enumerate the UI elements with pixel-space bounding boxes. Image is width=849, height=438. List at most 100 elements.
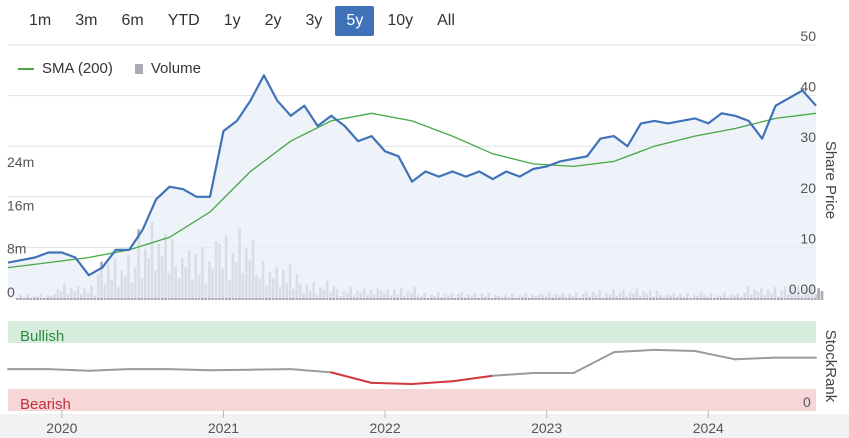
price-tick-label: 40 (800, 79, 816, 95)
volume-bar (49, 296, 53, 300)
range-button-3m[interactable]: 3m (64, 6, 108, 36)
volume-bar (675, 297, 679, 300)
volume-bar (588, 296, 591, 300)
price-tick-label: 50 (800, 28, 816, 44)
volume-tick-label: 16m (7, 197, 34, 213)
stockrank-segment (330, 371, 373, 384)
volume-bar (713, 297, 716, 300)
range-button-2y[interactable]: 2y (254, 6, 293, 36)
time-axis-label: 2022 (369, 420, 400, 436)
time-axis-label: 2024 (693, 420, 724, 436)
stockrank-segment (734, 356, 777, 361)
volume-bar (16, 297, 19, 300)
volume-bar (739, 297, 743, 300)
volume-bar (484, 296, 487, 300)
volume-bar (706, 296, 709, 300)
volume-tick-label: 24m (7, 154, 34, 170)
volume-bar (477, 297, 480, 300)
volume-bar (662, 297, 666, 300)
volume-bar (689, 297, 692, 300)
price-area-fill (8, 75, 816, 299)
volume-bar (817, 288, 820, 300)
volume-bar (29, 298, 33, 300)
rank-axis-tick: 0 (803, 394, 811, 410)
volume-bar (22, 297, 26, 300)
volume-bar (521, 296, 524, 300)
stockrank-segment (411, 380, 454, 385)
price-tick-label: 0.00 (789, 281, 816, 297)
volume-bar (463, 297, 467, 300)
volume-axis: 0 8m 16m 24m (7, 154, 34, 300)
volume-bar (726, 297, 729, 300)
bullish-label: Bullish (20, 328, 64, 345)
volume-bar (500, 297, 504, 300)
range-button-all[interactable]: All (426, 6, 466, 36)
volume-legend-label[interactable]: Volume (150, 60, 201, 77)
volume-bar (339, 296, 342, 300)
volume-bar (426, 297, 430, 300)
stockrank-segment (168, 368, 211, 372)
price-line[interactable] (7, 74, 817, 277)
volume-tick-label: 8m (7, 241, 26, 257)
time-axis-label: 2021 (208, 420, 239, 436)
volume-bar (514, 298, 517, 300)
stockrank-segment (653, 348, 696, 352)
stockrank-segment (491, 372, 535, 377)
price-axis: 0.00 10 20 30 40 50 (789, 28, 816, 297)
volume-bar (625, 296, 628, 300)
time-axis: 2020 2021 2022 2023 2024 (0, 410, 849, 438)
volume-bar (490, 297, 494, 300)
sma-legend-label[interactable]: SMA (200) (42, 60, 113, 77)
price-tick-label: 20 (800, 180, 816, 196)
volume-bar (43, 297, 46, 300)
rank-axis-title: StockRank (822, 330, 839, 403)
stockrank-segment (613, 348, 656, 354)
volume-bar (527, 297, 531, 300)
range-selector: 1m 3m 6m YTD 1y 2y 3y 5y 10y All (18, 6, 466, 36)
volume-bar (551, 296, 554, 300)
bullish-band (8, 321, 816, 343)
price-tick-label: 30 (800, 129, 816, 145)
volume-legend-swatch (134, 63, 143, 74)
volume-bar (601, 297, 605, 300)
range-button-6m[interactable]: 6m (110, 6, 154, 36)
volume-bar (36, 296, 39, 300)
sma-line (7, 112, 817, 269)
stockrank-segment (249, 368, 292, 371)
range-button-1y[interactable]: 1y (213, 6, 252, 36)
price-tick-label: 10 (800, 230, 816, 246)
stockrank-segment (693, 350, 737, 361)
volume-bar (615, 296, 618, 300)
volume-bar (682, 296, 686, 300)
range-button-1m[interactable]: 1m (18, 6, 62, 36)
volume-bar (453, 297, 457, 300)
volume-bar (571, 296, 575, 300)
bearish-label: Bearish (20, 396, 71, 413)
volume-bar (507, 296, 511, 300)
stockrank-segment (289, 368, 333, 374)
stockrank-segment (370, 381, 413, 385)
chart-legend: SMA (200) Volume (18, 60, 201, 77)
volume-bar (578, 297, 581, 300)
stockrank-segment (47, 368, 90, 372)
volume-bar (820, 290, 824, 300)
volume-bar (420, 296, 423, 300)
stockrank-line (7, 348, 817, 385)
stockrank-segment (87, 368, 131, 372)
range-button-5y[interactable]: 5y (335, 6, 375, 36)
stockrank-segment (572, 351, 615, 374)
time-axis-background (0, 414, 849, 438)
range-button-ytd[interactable]: YTD (157, 6, 211, 36)
time-axis-label: 2023 (531, 420, 562, 436)
stockrank-segment (209, 368, 252, 372)
volume-bar (403, 296, 406, 300)
range-button-3y[interactable]: 3y (295, 6, 334, 36)
bearish-band (8, 389, 816, 411)
stockrank-segment (451, 374, 494, 383)
price-axis-title: Share Price (822, 141, 839, 219)
sma-legend-swatch (18, 67, 34, 70)
volume-bar (440, 297, 443, 300)
range-button-10y[interactable]: 10y (376, 6, 424, 36)
time-axis-label: 2020 (46, 420, 77, 436)
